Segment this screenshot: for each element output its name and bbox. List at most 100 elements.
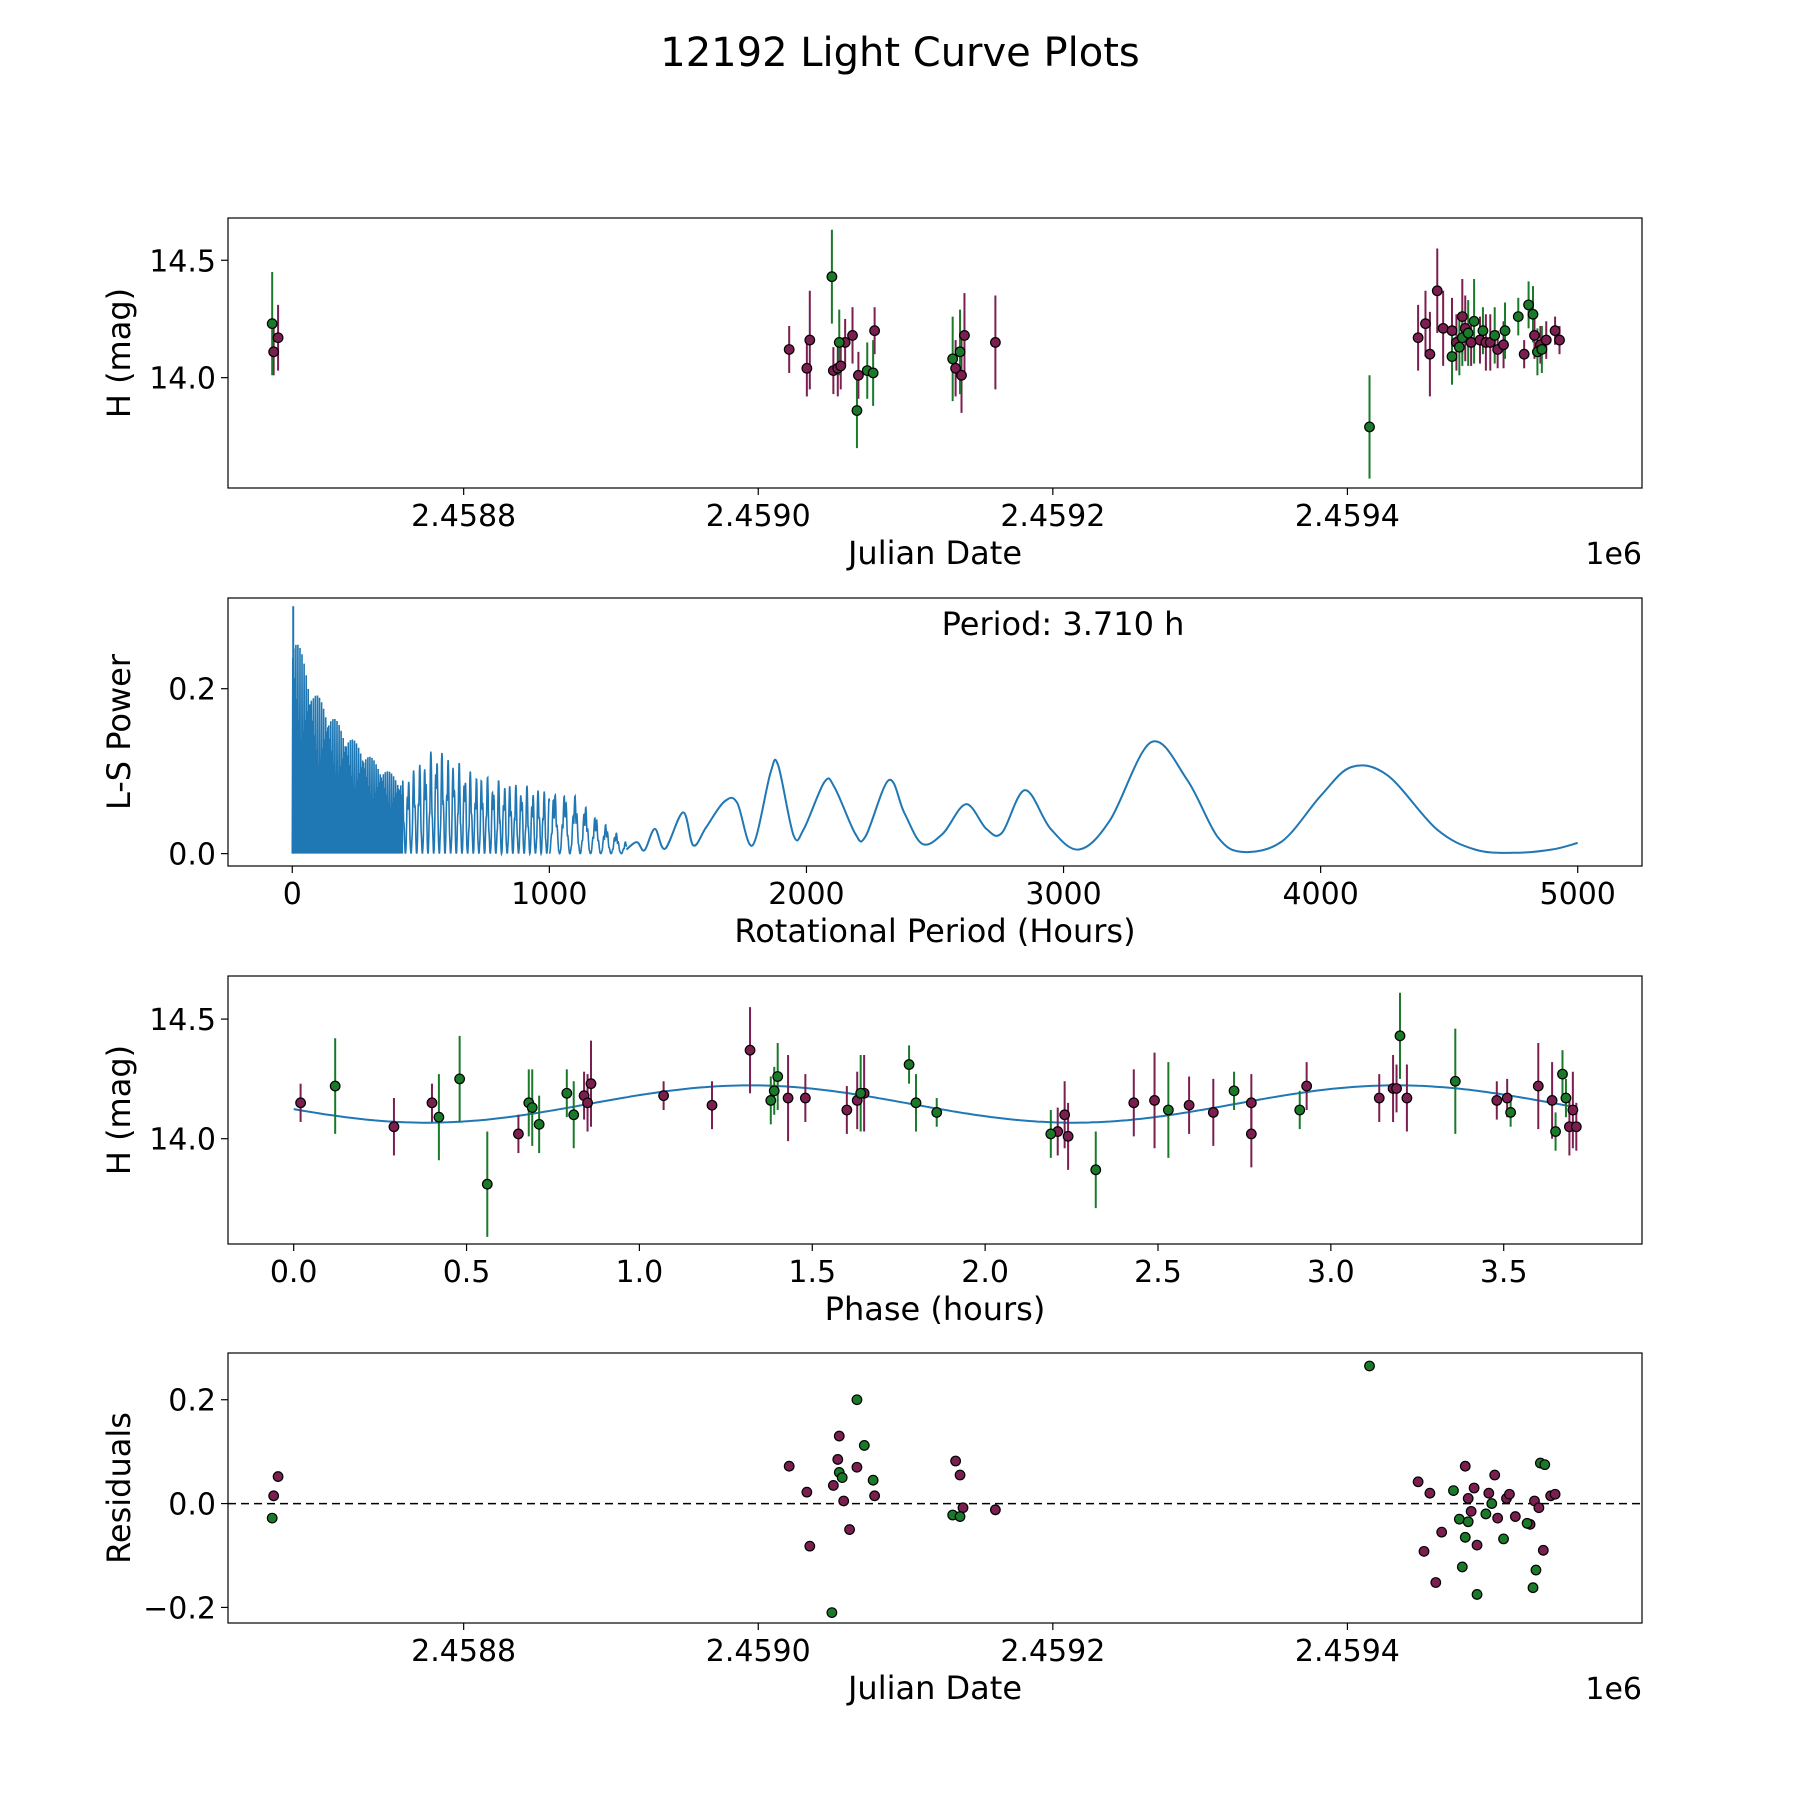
- y-axis-label: L-S Power: [100, 653, 138, 810]
- purple-data-point: [1424, 1487, 1436, 1499]
- purple-data-point: [513, 1128, 524, 1140]
- purple-data-point: [804, 334, 816, 346]
- x-tick-label: 1.5: [788, 1255, 836, 1290]
- purple-data-point: [1245, 1128, 1257, 1140]
- purple-data-point: [957, 1502, 969, 1514]
- green-data-point: [1523, 299, 1534, 311]
- purple-data-point: [1537, 1544, 1549, 1556]
- residuals-panel: 2.4588 2.4590 2.4592 2.4594 −0.2 0.0 0.2 Julian…: [100, 1352, 1643, 1707]
- green-data-point: [1505, 1106, 1517, 1118]
- purple-data-point: [1373, 1092, 1385, 1104]
- x-tick-label: 3000: [1025, 877, 1101, 912]
- green-data-point: [910, 1097, 922, 1109]
- y-tick-label: −0.2: [143, 1591, 216, 1626]
- green-data-point: [867, 367, 879, 379]
- purple-data-point: [1245, 1097, 1257, 1109]
- y-tick-label: 0.0: [168, 838, 216, 873]
- green-data-point: [772, 1071, 784, 1082]
- purple-data-point: [1501, 1092, 1513, 1104]
- purple-data-point: [804, 1540, 816, 1552]
- green-data-point: [1456, 1561, 1468, 1573]
- green-data-point: [266, 1512, 278, 1524]
- purple-data-point: [272, 1471, 284, 1482]
- x-offset-label: 1e6: [1585, 537, 1642, 572]
- purple-data-point: [1489, 1469, 1501, 1481]
- purple-data-point: [272, 332, 284, 344]
- green-data-point: [867, 1474, 879, 1486]
- purple-data-point: [1418, 1545, 1430, 1557]
- green-data-point: [826, 1607, 838, 1619]
- green-data-point: [931, 1106, 943, 1118]
- green-data-point: [526, 1102, 538, 1114]
- green-data-point: [1462, 327, 1474, 339]
- green-data-point: [1498, 1533, 1509, 1545]
- green-data-point: [1294, 1104, 1306, 1116]
- green-data-point: [1527, 308, 1539, 320]
- plot-area: [228, 1360, 1642, 1619]
- purple-data-point: [706, 1099, 718, 1111]
- x-tick-label: 2.0: [961, 1255, 1009, 1290]
- purple-data-point: [1301, 1080, 1313, 1092]
- green-data-point: [454, 1073, 466, 1085]
- green-data-point: [1453, 341, 1465, 353]
- purple-data-point: [1471, 1539, 1483, 1551]
- purple-data-point: [1412, 332, 1424, 344]
- green-data-point: [1560, 1092, 1572, 1104]
- purple-data-point: [959, 329, 970, 341]
- purple-data-point: [1549, 325, 1561, 337]
- purple-data-point: [989, 1504, 1001, 1516]
- green-data-point: [1550, 1126, 1561, 1137]
- green-data-point: [1162, 1104, 1174, 1116]
- x-tick-label: 2.4588: [411, 1634, 516, 1669]
- green-data-point: [481, 1178, 493, 1190]
- purple-data-point: [1401, 1092, 1413, 1104]
- green-data-point: [855, 1087, 867, 1099]
- purple-data-point: [1509, 1511, 1521, 1522]
- purple-data-point: [744, 1044, 756, 1056]
- green-data-point: [836, 1472, 848, 1484]
- x-axis-label: Julian Date: [846, 1669, 1022, 1707]
- purple-data-point: [1059, 1109, 1071, 1121]
- x-offset-label: 1e6: [1585, 1672, 1642, 1707]
- x-tick-label: 2.5: [1134, 1255, 1182, 1290]
- green-data-point: [1539, 1459, 1551, 1471]
- purple-data-point: [847, 329, 858, 341]
- green-data-point: [1364, 421, 1375, 433]
- purple-data-point: [851, 1461, 863, 1473]
- periodogram-panel: 0 1000 2000 3000 4000 5000 0.0 0.2 Rotational Pe…: [100, 597, 1643, 950]
- x-tick-label: 2000: [768, 877, 844, 912]
- green-data-point: [1480, 1508, 1492, 1520]
- green-data-point: [826, 271, 838, 283]
- purple-data-point: [585, 1078, 597, 1090]
- purple-data-point: [954, 1469, 966, 1481]
- y-tick-label: 0.2: [168, 673, 216, 708]
- purple-data-point: [388, 1121, 400, 1133]
- x-tick-label: 1.0: [616, 1255, 664, 1290]
- green-data-point: [851, 405, 863, 416]
- purple-data-point: [783, 1460, 795, 1472]
- purple-data-point: [1128, 1097, 1140, 1109]
- green-data-point: [1228, 1085, 1240, 1097]
- green-data-point: [533, 1118, 545, 1130]
- purple-data-point: [1532, 1080, 1544, 1092]
- purple-data-point: [853, 369, 864, 381]
- purple-data-point: [295, 1097, 307, 1109]
- purple-data-point: [801, 1486, 813, 1498]
- green-data-point: [903, 1059, 915, 1070]
- purple-data-point: [1149, 1095, 1160, 1106]
- green-data-point: [1446, 351, 1458, 362]
- purple-data-point: [1459, 1460, 1471, 1472]
- green-data-point: [1453, 1513, 1465, 1525]
- purple-data-point: [1207, 1106, 1219, 1118]
- phased-curve-panel: 0.0 0.5 1.0 1.5 2.0 2.5 3.0 3.5 14.0 14.5 Phase (h…: [100, 975, 1643, 1328]
- y-tick-label: 0.0: [168, 1488, 216, 1523]
- purple-data-point: [1492, 1512, 1504, 1524]
- y-tick-label: 14.0: [149, 1123, 216, 1158]
- periodogram-line: [625, 740, 1578, 854]
- green-data-point: [1477, 325, 1489, 337]
- purple-data-point: [268, 1490, 280, 1502]
- green-data-point: [768, 1085, 780, 1097]
- green-data-point: [1462, 1516, 1474, 1528]
- x-axis-label: Julian Date: [846, 534, 1022, 572]
- purple-data-point: [838, 1495, 850, 1507]
